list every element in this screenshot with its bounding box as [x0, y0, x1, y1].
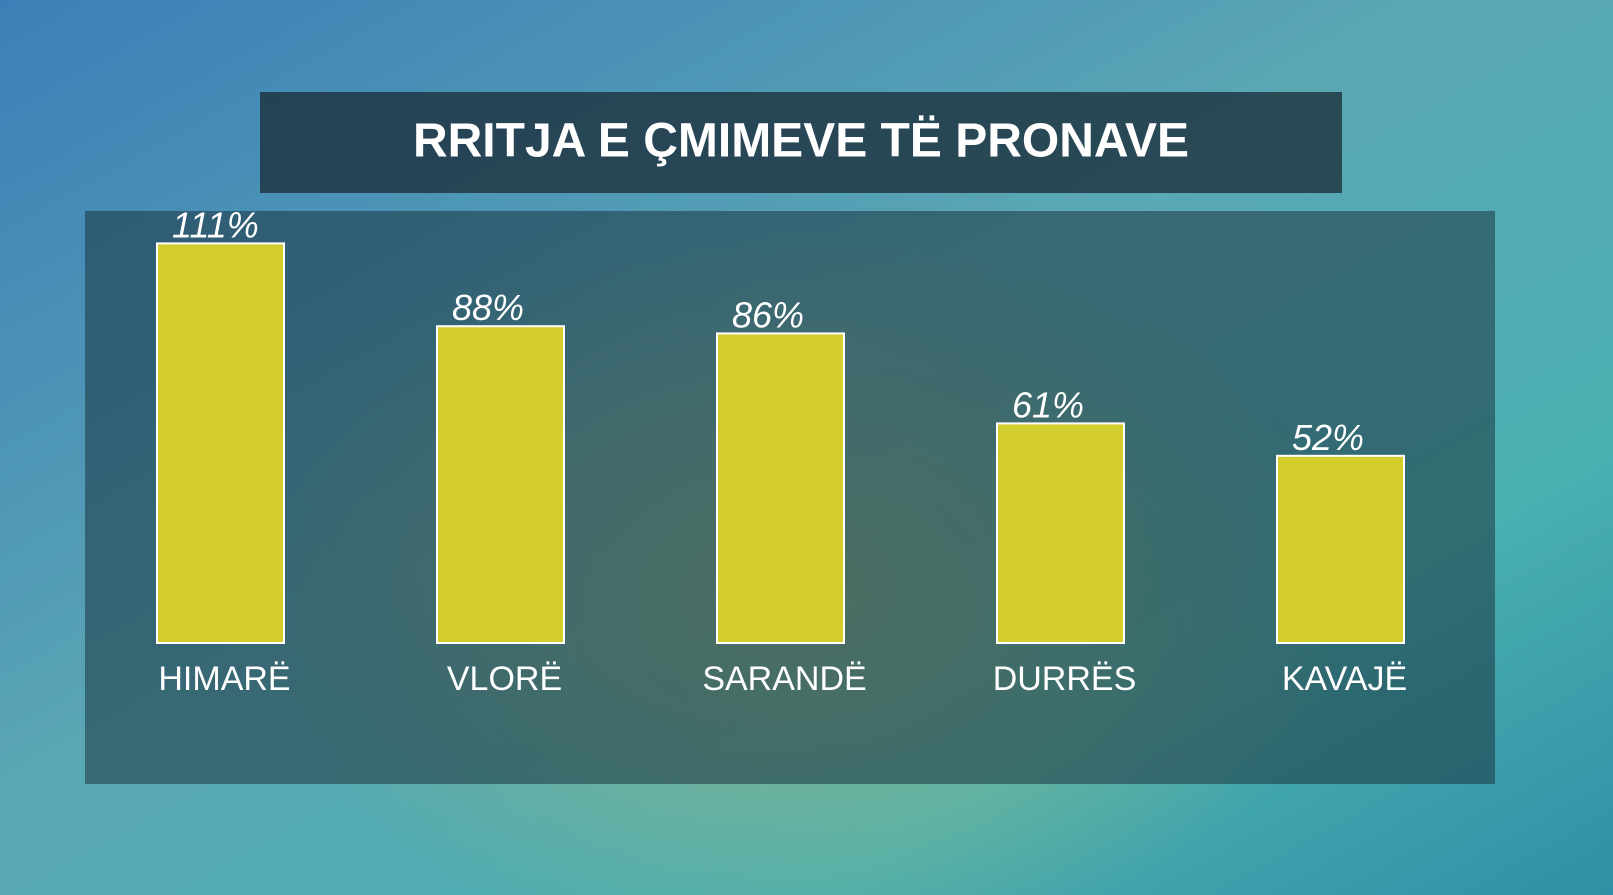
value-label: 111%: [172, 204, 259, 245]
title-box: [260, 92, 1342, 193]
bar: [996, 422, 1125, 644]
x-tick-label: VLORË: [447, 660, 562, 698]
value-label: 61%: [1012, 384, 1084, 425]
bar: [436, 325, 565, 644]
bar: [716, 332, 845, 644]
value-label: 52%: [1292, 417, 1364, 458]
chart-title: RRITJA E ÇMIMEVE TË PRONAVE: [413, 115, 1189, 168]
bar: [1276, 454, 1405, 644]
value-label: 86%: [732, 294, 804, 335]
x-tick-label: SARANDË: [702, 660, 866, 698]
x-tick-label: DURRËS: [993, 660, 1137, 698]
bar: [156, 242, 285, 644]
x-tick-label: HIMARË: [158, 660, 290, 698]
value-label: 88%: [452, 287, 524, 328]
x-tick-label: KAVAJË: [1282, 660, 1407, 698]
